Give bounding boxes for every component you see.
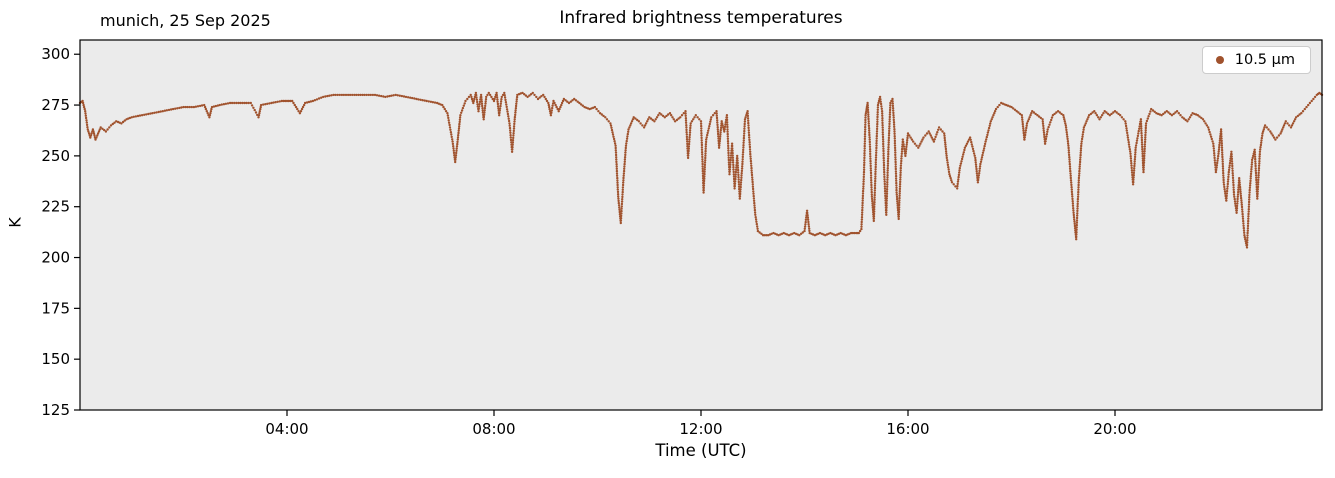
- plot-background: [80, 40, 1322, 410]
- y-tick-label: 125: [41, 401, 70, 419]
- y-tick-label: 175: [41, 299, 70, 317]
- y-tick-label: 225: [41, 198, 70, 216]
- y-tick-label: 250: [41, 147, 70, 165]
- y-tick-label: 200: [41, 249, 70, 267]
- y-tick-label: 150: [41, 350, 70, 368]
- x-axis-label: Time (UTC): [655, 441, 747, 460]
- x-tick-label: 12:00: [679, 420, 722, 438]
- legend-entry-label: 10.5 µm: [1234, 52, 1295, 68]
- y-axis-label: K: [5, 217, 25, 228]
- data-series-10-5um: [78, 91, 1324, 249]
- x-tick-label: 08:00: [472, 420, 515, 438]
- x-tick-label: 16:00: [886, 420, 929, 438]
- y-tick-label: 300: [41, 45, 70, 63]
- y-tick-label: 275: [41, 96, 70, 114]
- chart-title: Infrared brightness temperatures: [559, 8, 843, 28]
- legend-marker-icon: [1215, 56, 1224, 64]
- plot-annotation: munich, 25 Sep 2025: [100, 11, 271, 30]
- x-tick-label: 20:00: [1093, 420, 1136, 438]
- x-tick-label: 04:00: [265, 420, 308, 438]
- legend: 10.5 µm: [1201, 46, 1311, 74]
